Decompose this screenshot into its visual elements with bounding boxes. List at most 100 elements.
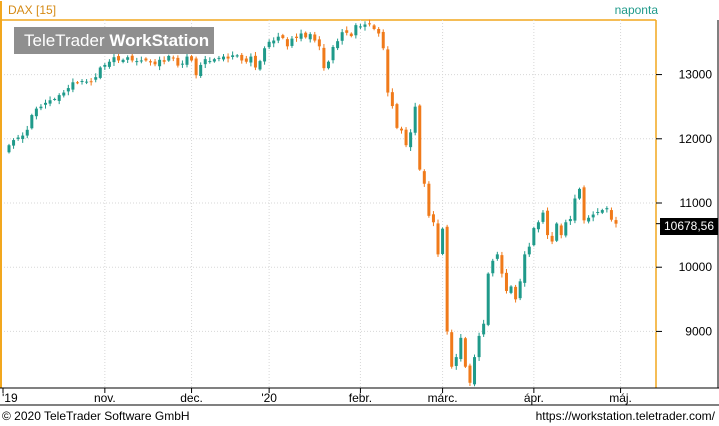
candle-body [75,82,79,84]
candle-body [139,60,143,62]
candle-body [112,57,116,63]
candle-body [30,115,34,129]
candle-body [258,61,262,70]
candle-body [587,217,591,222]
period-label: naponta [614,3,658,17]
candle-body [463,338,467,367]
candle-body [176,57,180,66]
x-tick-label: nov. [94,391,116,405]
candle-body [450,332,454,367]
candle-body [368,23,372,25]
candle-body [130,55,134,61]
candle-body [559,225,563,236]
candle-body [185,56,189,65]
candle-body [358,26,362,28]
candle-body [226,56,230,59]
candle-body [523,254,527,283]
candle-body [514,286,518,300]
candle-body [546,210,550,236]
y-tick-label: 12000 [679,132,713,146]
x-tick-label: dec. [180,391,203,405]
candle-body [304,32,308,38]
candle-body [326,61,330,69]
candle-body [57,95,61,101]
candle-body [372,25,376,29]
x-tick-label: máj. [609,391,632,405]
candlestick-series [7,19,660,387]
candle-body [509,286,513,293]
candle-body [605,208,609,210]
candle-body [240,54,244,61]
candle-body [62,92,66,96]
left-accent-bar [0,1,2,388]
candle-body [89,81,93,83]
candle-body [44,102,48,105]
y-tick-label: 13000 [679,68,713,82]
candle-body [203,59,207,65]
x-tick-label: febr. [349,391,372,405]
candle-body [244,58,248,62]
x-axis-ticks: '19 nov. dec. '20 febr. márc. ápr. máj. [2,388,632,405]
candle-body [431,214,435,223]
candle-body [290,38,294,46]
candle-body [390,92,394,107]
candle-body [199,64,203,76]
candle-body [409,132,413,148]
candle-body [135,61,139,63]
candle-body [25,129,29,136]
candle-body [491,260,495,274]
candle-body [377,28,381,34]
candle-body [39,106,43,109]
candle-body [568,219,572,222]
candle-body [564,222,568,236]
candle-body [591,214,595,218]
candle-body [422,171,426,184]
candle-body [532,228,536,246]
candle-body [222,56,226,60]
candle-body [317,39,321,47]
x-tick-label: '20 [261,391,277,405]
last-price-tag: 10678,56 [660,218,718,235]
candle-body [308,34,312,40]
candle-body [299,33,303,39]
candle-body [386,49,390,93]
candle-body [180,63,184,65]
candle-body [126,57,130,60]
candle-body [614,220,618,224]
candle-body [363,24,367,27]
candle-body [322,47,326,69]
candle-body [454,357,458,366]
candle-body [541,212,545,222]
candle-body [459,337,463,360]
candle-body [577,188,581,199]
candle-body [263,48,267,62]
candle-body [596,211,600,213]
x-tick-label: ápr. [524,391,544,405]
x-tick-label: márc. [428,391,458,405]
candle-body [573,198,577,221]
candle-body [85,81,89,83]
instrument-label: DAX [15] [8,3,57,17]
footer-url-link[interactable]: https://workstation.teletrader.com/ [535,409,715,423]
candle-body [12,140,16,146]
candle-body [190,56,194,61]
candle-body [212,59,216,62]
candle-body [468,365,472,383]
candle-body [217,57,221,59]
candle-body [527,246,531,255]
candle-body [281,35,285,38]
candle-body [495,254,499,259]
candle-body [518,281,522,299]
candle-body [600,210,604,213]
brand-bold-text: WorkStation [109,31,210,50]
candle-body [436,223,440,255]
candle-body [349,33,353,37]
candle-body [404,129,408,146]
candle-body [117,56,121,61]
candle-body [482,323,486,335]
candle-body [504,272,508,291]
candle-body [235,55,239,57]
candle-body [208,61,212,63]
candle-body [53,98,57,100]
candle-body [272,40,276,44]
